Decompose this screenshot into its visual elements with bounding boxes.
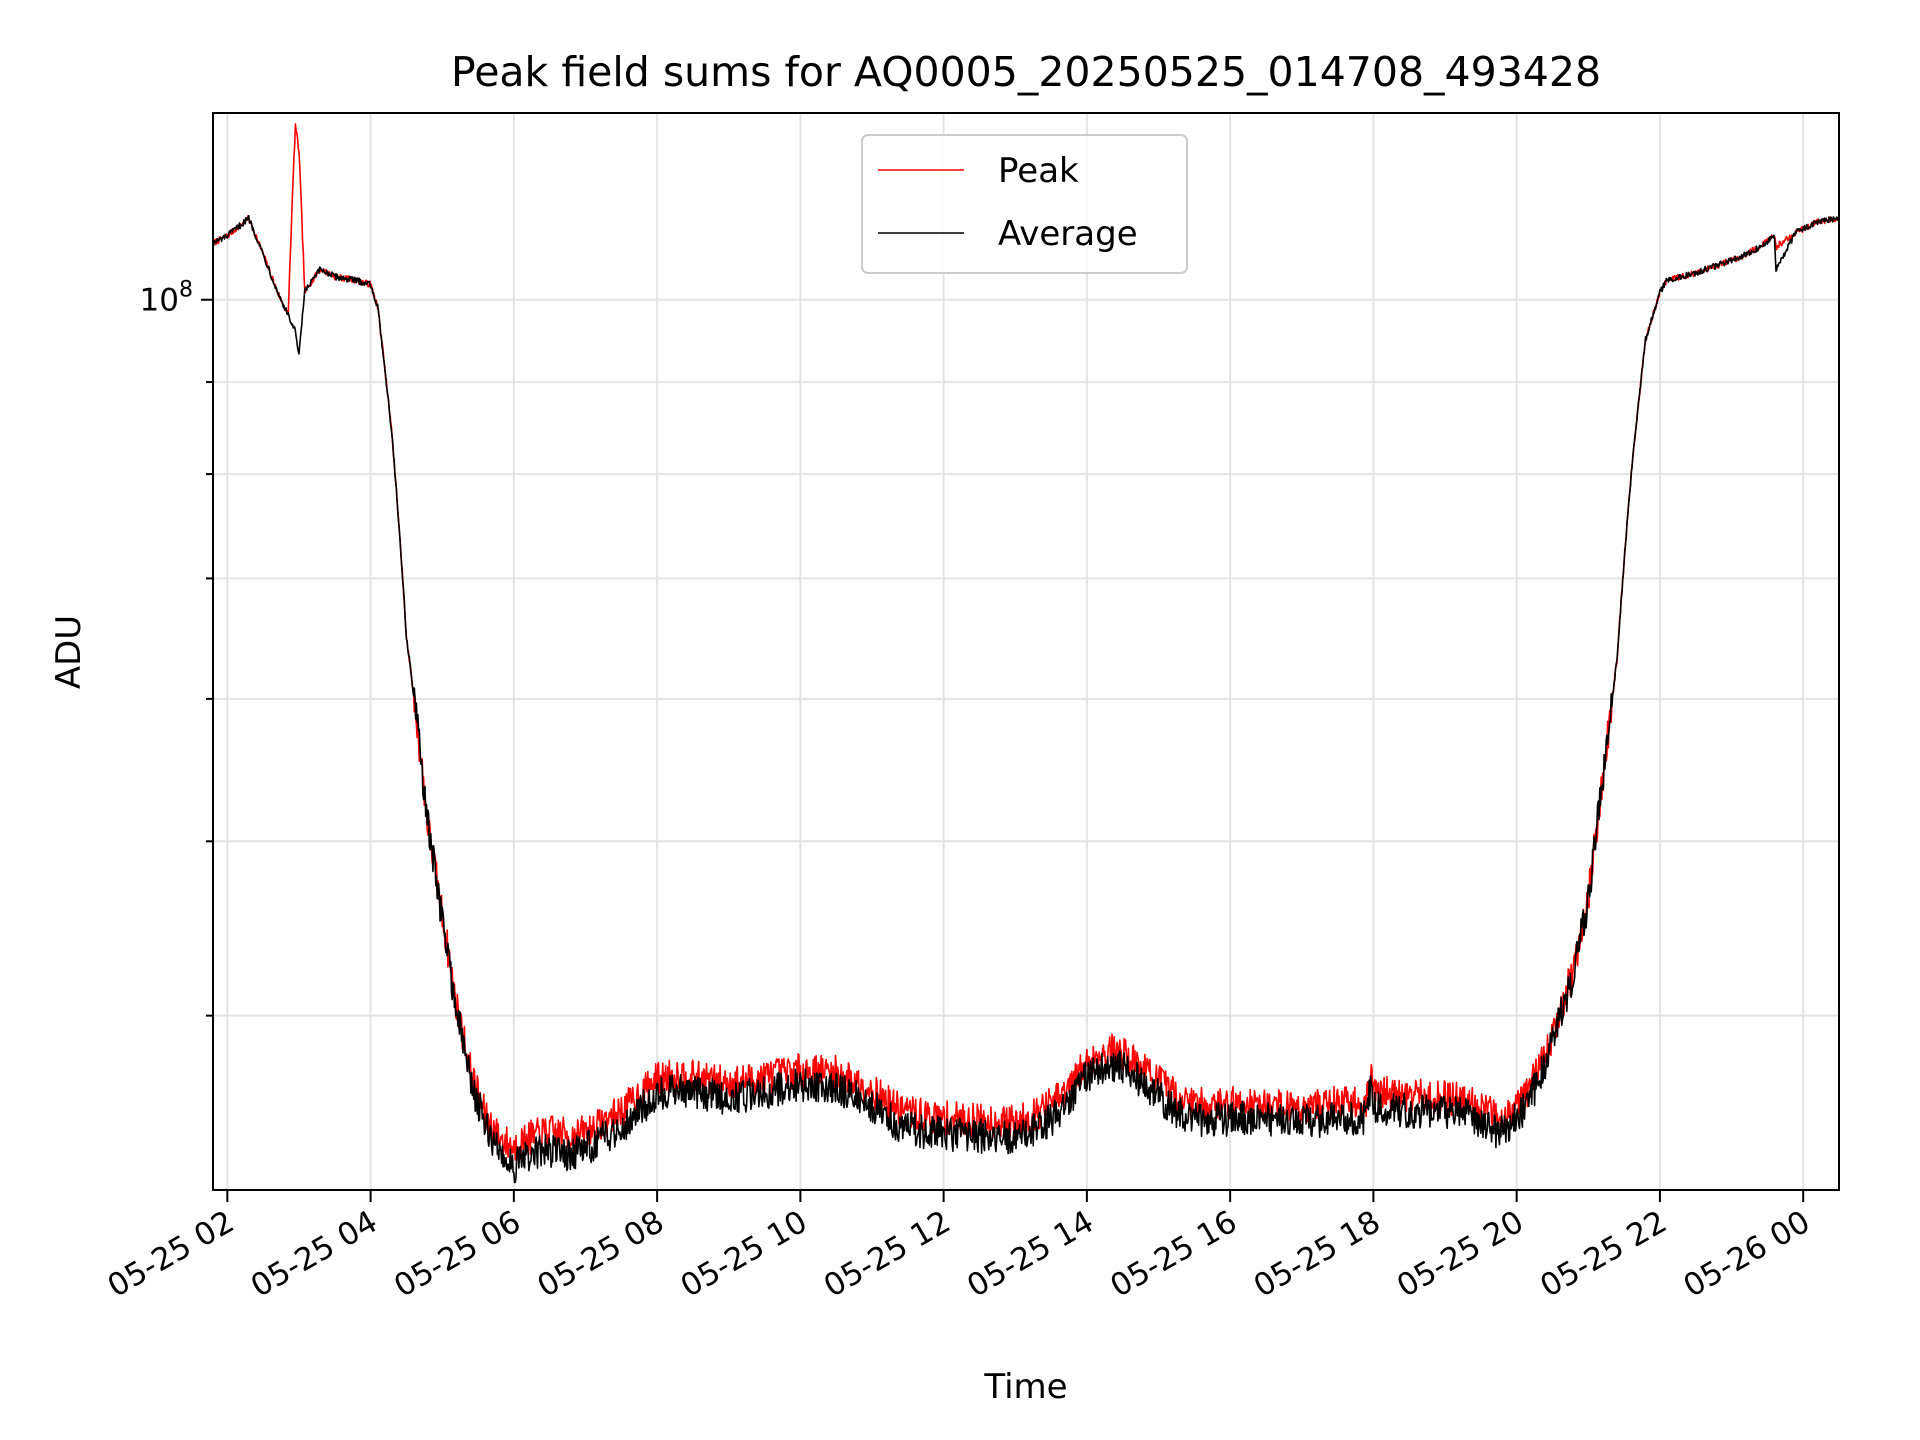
x-axis-label: Time <box>983 1367 1067 1407</box>
series-layer <box>213 123 1839 1184</box>
legend-average-label: Average <box>998 214 1138 254</box>
axes-frame <box>212 112 1840 1191</box>
plot-area <box>213 123 1839 1184</box>
legend-peak-label: Peak <box>998 151 1079 191</box>
y-axis: 108 <box>140 278 213 1017</box>
series-line-average <box>213 214 1839 1184</box>
chart-title: Peak field sums for AQ0005_20250525_0147… <box>451 48 1601 96</box>
y-tick-label: 108 <box>140 278 193 319</box>
legend: Peak Average <box>861 134 1188 274</box>
y-axis-label: ADU <box>49 615 89 689</box>
grid <box>213 113 1839 1190</box>
